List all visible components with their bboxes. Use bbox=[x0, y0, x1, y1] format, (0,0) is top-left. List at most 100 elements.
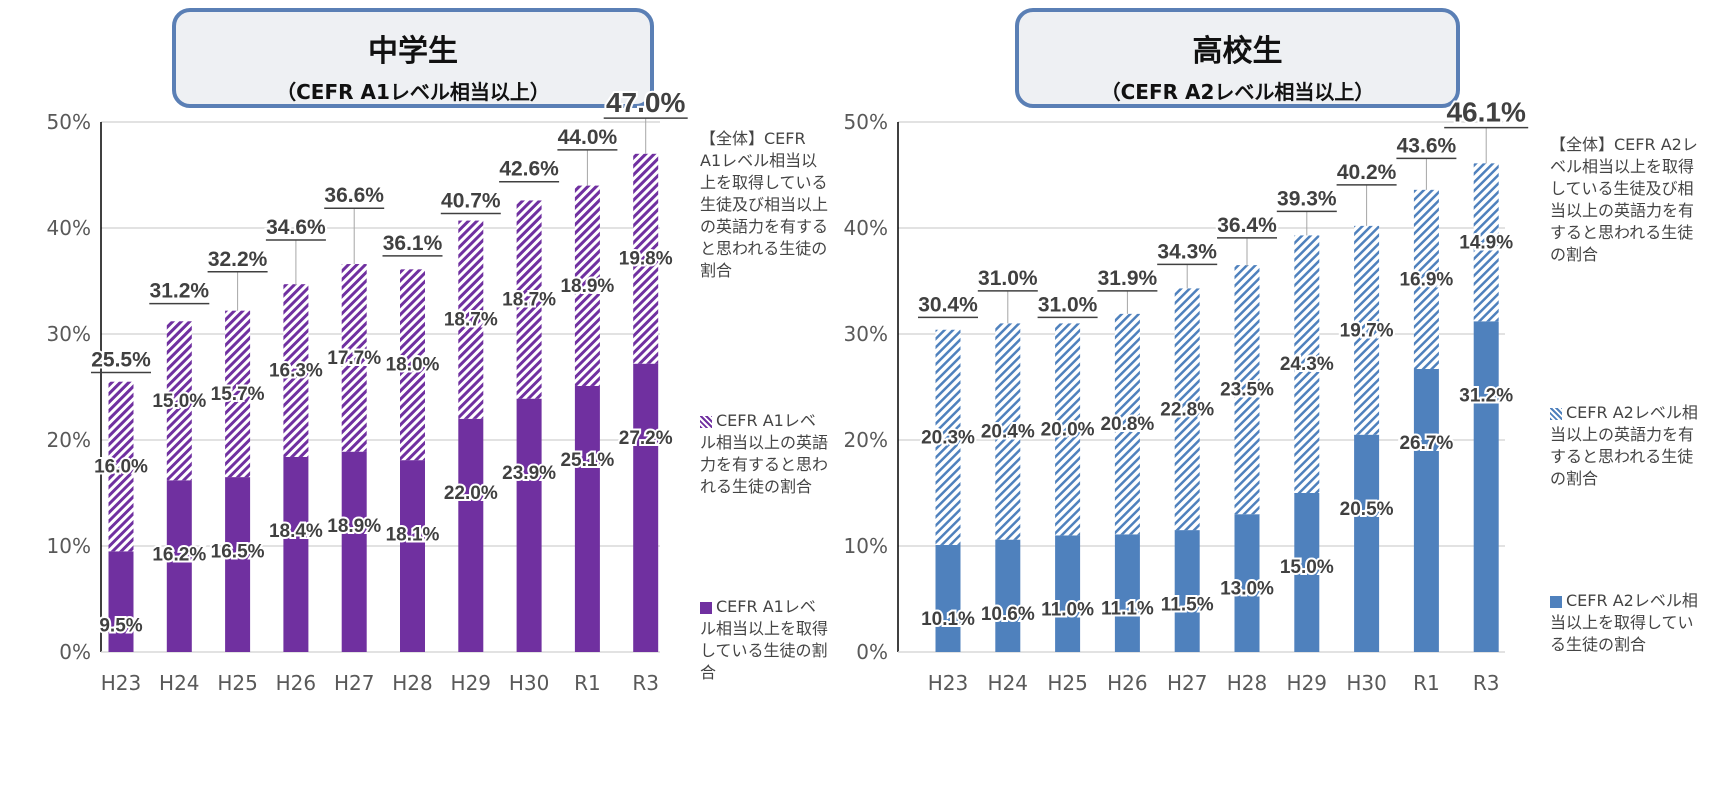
data-label-hatched: 15.0% bbox=[152, 391, 206, 412]
bar-solid bbox=[516, 398, 542, 652]
x-tick-label: R1 bbox=[574, 671, 601, 695]
data-label-hatched: 18.7% bbox=[444, 310, 498, 331]
x-tick-label: H26 bbox=[1107, 671, 1148, 695]
x-tick-label: H30 bbox=[1346, 671, 1387, 695]
bar-hatched bbox=[1174, 288, 1200, 531]
data-label-hatched: 18.7% bbox=[502, 290, 556, 311]
hatched-swatch bbox=[1550, 407, 1562, 420]
legend-label: CEFR A2レベル相当以上を取得している生徒の割合 bbox=[1550, 591, 1698, 654]
data-label-hatched: 17.7% bbox=[327, 348, 381, 369]
bar-solid bbox=[1114, 534, 1140, 652]
data-label-solid: 11.1% bbox=[1101, 599, 1154, 620]
chart-high-school: 0% 10% 20% 30% 40% 50% H23 10.1% 20.3% 30.4% H24 10… bbox=[844, 95, 1529, 695]
bar-solid bbox=[1055, 535, 1081, 652]
x-tick-label: R3 bbox=[1473, 671, 1500, 695]
data-label-solid: 25.1% bbox=[560, 450, 614, 471]
data-label-hatched: 20.3% bbox=[921, 427, 975, 448]
data-label-solid: 27.2% bbox=[619, 428, 673, 449]
bar-solid bbox=[633, 363, 659, 652]
data-label-total: 31.2% bbox=[150, 280, 210, 303]
data-label-hatched: 20.8% bbox=[1100, 414, 1154, 435]
x-tick-label: H27 bbox=[1167, 671, 1208, 695]
bar-hatched bbox=[1234, 265, 1260, 515]
bar-hatched bbox=[1473, 163, 1499, 322]
bar-solid bbox=[995, 539, 1021, 652]
legend-total: 【全体】CEFR A1レベル相当以上を取得している生徒及び相当以上の英語力を有す… bbox=[700, 129, 829, 280]
data-label-total: 34.6% bbox=[266, 216, 326, 239]
bar-hatched bbox=[108, 381, 134, 552]
bar-hatched bbox=[1055, 323, 1081, 536]
bar-hatched bbox=[225, 310, 251, 478]
x-tick-label: H24 bbox=[988, 671, 1029, 695]
x-tick-label: H23 bbox=[928, 671, 969, 695]
chart-title: 中学生 bbox=[368, 34, 458, 69]
data-label-total: 47.0% bbox=[606, 87, 685, 118]
data-label-total: 43.6% bbox=[1397, 134, 1457, 157]
legend-hatched: CEFR A2レベル相当以上の英語力を有すると思われる生徒の割合 bbox=[1550, 402, 1700, 490]
bar-solid bbox=[108, 551, 134, 652]
data-label-total: 39.3% bbox=[1277, 187, 1337, 210]
data-label-solid: 26.7% bbox=[1399, 433, 1453, 454]
data-label-total: 36.6% bbox=[324, 184, 384, 207]
data-label-total: 31.9% bbox=[1098, 267, 1158, 290]
y-tick-label: 0% bbox=[59, 640, 91, 664]
data-label-solid: 11.0% bbox=[1041, 600, 1094, 621]
legend-total: 【全体】CEFR A2レベル相当以上を取得している生徒及び相当以上の英語力を有す… bbox=[1550, 135, 1698, 264]
legend-solid: CEFR A1レベル相当以上を取得している生徒の割合 bbox=[700, 596, 828, 684]
x-tick-label: H24 bbox=[159, 671, 200, 695]
bar-hatched bbox=[341, 264, 367, 452]
y-tick-label: 20% bbox=[844, 428, 888, 452]
y-tick-label: 50% bbox=[47, 110, 91, 134]
bar-solid bbox=[1354, 434, 1380, 652]
legend-label: CEFR A1レベル相当以上の英語力を有すると思われる生徒の割合 bbox=[700, 411, 829, 496]
data-label-hatched: 18.0% bbox=[386, 355, 440, 376]
x-tick-label: H26 bbox=[276, 671, 317, 695]
data-label-total: 36.4% bbox=[1217, 214, 1277, 237]
data-label-hatched: 22.8% bbox=[1160, 399, 1214, 420]
data-label-hatched: 14.9% bbox=[1459, 232, 1513, 253]
data-label-hatched: 24.3% bbox=[1280, 354, 1334, 375]
chart-subtitle: （CEFR A1レベル相当以上） bbox=[276, 80, 550, 104]
data-label-solid: 18.4% bbox=[269, 521, 323, 542]
bar-hatched bbox=[995, 323, 1021, 540]
data-label-solid: 20.5% bbox=[1340, 499, 1394, 520]
x-tick-label: H23 bbox=[101, 671, 142, 695]
data-label-total: 46.1% bbox=[1446, 97, 1525, 128]
chart-junior-high: 0% 10% 20% 30% 40% 50% H23 9.5% 16.0% 25.5% H24 16.… bbox=[47, 85, 688, 695]
data-label-total: 31.0% bbox=[1038, 293, 1098, 316]
data-label-total: 40.2% bbox=[1337, 161, 1397, 184]
bar-hatched bbox=[1294, 235, 1320, 494]
data-label-hatched: 16.0% bbox=[94, 457, 148, 478]
data-label-solid: 18.1% bbox=[386, 524, 440, 545]
bar-solid bbox=[1234, 514, 1260, 652]
x-tick-label: H28 bbox=[1227, 671, 1268, 695]
y-tick-label: 10% bbox=[844, 534, 888, 558]
solid-swatch bbox=[700, 601, 712, 614]
x-tick-label: H25 bbox=[217, 671, 258, 695]
bar-solid bbox=[283, 456, 309, 652]
bar-hatched bbox=[458, 220, 484, 419]
x-tick-label: R3 bbox=[632, 671, 659, 695]
bar-solid bbox=[935, 544, 961, 652]
x-tick-label: R1 bbox=[1413, 671, 1440, 695]
data-label-total: 40.7% bbox=[441, 190, 501, 213]
data-label-hatched: 23.5% bbox=[1220, 380, 1274, 401]
data-label-total: 32.2% bbox=[208, 248, 268, 271]
y-tick-label: 20% bbox=[47, 428, 91, 452]
data-label-hatched: 19.8% bbox=[619, 249, 673, 270]
y-tick-label: 40% bbox=[47, 216, 91, 240]
data-label-solid: 11.5% bbox=[1161, 594, 1214, 615]
data-label-solid: 22.0% bbox=[444, 483, 498, 504]
data-label-solid: 16.5% bbox=[211, 541, 265, 562]
y-tick-label: 50% bbox=[844, 110, 888, 134]
chart-title: 高校生 bbox=[1192, 34, 1283, 69]
data-label-hatched: 20.0% bbox=[1041, 419, 1095, 440]
data-label-solid: 18.9% bbox=[327, 516, 381, 537]
bar-solid bbox=[400, 460, 425, 652]
hatched-swatch bbox=[700, 415, 712, 428]
junior-high-title-box: 中学生 （CEFR A1レベル相当以上） bbox=[172, 8, 654, 108]
data-label-total: 36.1% bbox=[383, 232, 443, 255]
y-tick-label: 30% bbox=[844, 322, 888, 346]
